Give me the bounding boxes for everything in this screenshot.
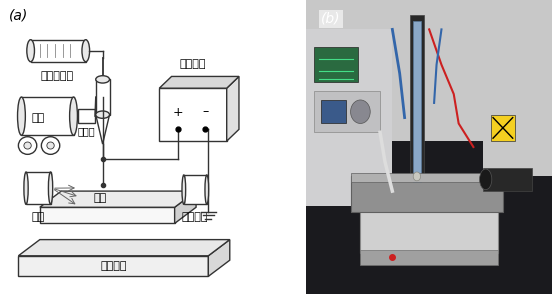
Polygon shape — [18, 240, 230, 256]
Text: (b): (b) — [321, 12, 341, 26]
Bar — [314, 91, 380, 132]
Ellipse shape — [24, 172, 28, 204]
Bar — [483, 168, 532, 191]
Text: +: + — [173, 106, 183, 118]
Polygon shape — [306, 0, 552, 141]
Ellipse shape — [18, 97, 25, 135]
Ellipse shape — [480, 169, 492, 190]
Bar — [360, 250, 498, 265]
Polygon shape — [227, 76, 239, 141]
Ellipse shape — [95, 111, 109, 118]
Text: (a): (a) — [9, 9, 29, 23]
Bar — [314, 47, 358, 82]
Bar — [410, 15, 424, 191]
Ellipse shape — [70, 97, 77, 135]
Circle shape — [47, 142, 54, 149]
Polygon shape — [40, 207, 174, 223]
Polygon shape — [160, 76, 239, 88]
Ellipse shape — [27, 40, 34, 62]
Polygon shape — [208, 240, 230, 276]
Text: 精密流量泵: 精密流量泵 — [40, 71, 73, 81]
Bar — [22, 97, 73, 135]
Polygon shape — [40, 191, 196, 207]
Ellipse shape — [82, 40, 89, 62]
Ellipse shape — [182, 175, 185, 204]
Ellipse shape — [205, 175, 209, 204]
Ellipse shape — [95, 76, 109, 83]
Circle shape — [18, 137, 37, 154]
Text: 相机镜头: 相机镜头 — [182, 212, 208, 222]
Text: 高压电源: 高压电源 — [180, 59, 206, 69]
Text: –: – — [202, 106, 208, 118]
Text: 调压阀: 调压阀 — [78, 126, 95, 136]
Bar — [26, 172, 51, 204]
Bar — [351, 173, 503, 182]
Bar — [413, 21, 421, 182]
Circle shape — [413, 172, 421, 181]
Text: 运动平台: 运动平台 — [100, 261, 126, 271]
Bar — [31, 40, 86, 62]
Circle shape — [351, 100, 370, 123]
Bar — [360, 209, 498, 253]
Polygon shape — [95, 115, 109, 144]
Polygon shape — [18, 256, 208, 276]
Polygon shape — [160, 88, 227, 141]
Circle shape — [41, 137, 60, 154]
Bar — [483, 29, 552, 176]
Bar — [78, 109, 95, 123]
Text: 基板: 基板 — [94, 193, 107, 203]
Bar — [491, 115, 515, 141]
Bar — [95, 79, 109, 115]
Bar — [351, 176, 503, 212]
Polygon shape — [174, 191, 196, 223]
Ellipse shape — [49, 172, 52, 204]
Text: 光源: 光源 — [31, 212, 45, 222]
Circle shape — [24, 142, 31, 149]
Bar — [306, 29, 392, 206]
Text: 气泵: 气泵 — [31, 113, 45, 123]
Bar — [321, 100, 346, 123]
Bar — [184, 175, 207, 204]
